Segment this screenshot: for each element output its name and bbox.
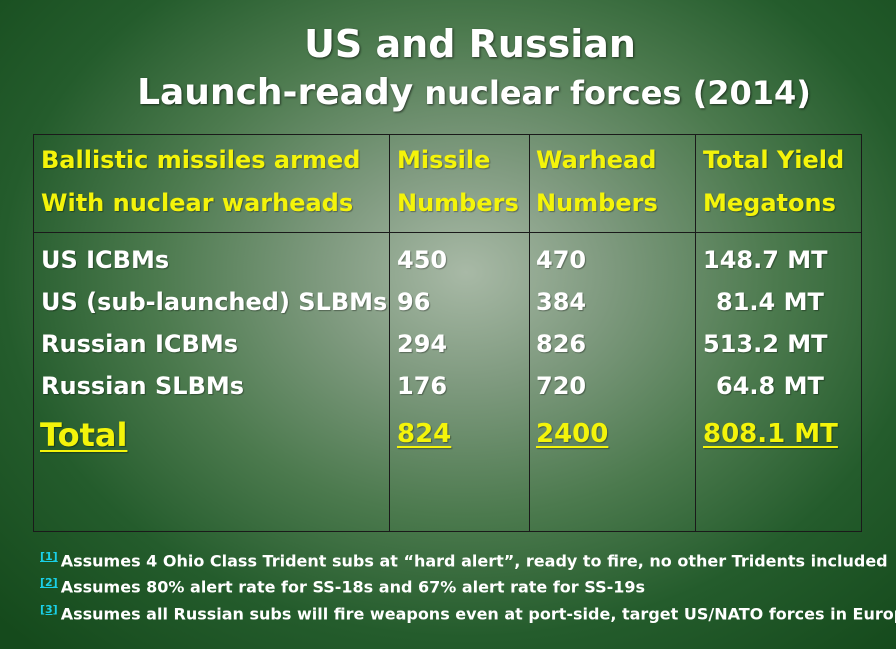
- slide-title-line-1: US and Russian: [304, 22, 636, 66]
- footnote-text: Assumes 80% alert rate for SS-18s and 67…: [60, 577, 646, 597]
- column-divider-3: [695, 135, 696, 531]
- footnote: [2] Assumes 80% alert rate for SS-18s and…: [40, 572, 896, 598]
- table-cell: 826: [536, 330, 587, 358]
- table-row-label: US ICBMs: [41, 246, 170, 274]
- table-row-label: Russian ICBMs: [41, 330, 239, 358]
- table-cell: 81.4 MT: [716, 288, 824, 316]
- forces-table: [33, 134, 862, 532]
- header-line: Total Yield: [703, 146, 845, 174]
- title-rest: nuclear forces (2014): [413, 74, 811, 112]
- footnote-reference-link[interactable]: [2]: [40, 576, 58, 590]
- header-line: Numbers: [536, 189, 658, 217]
- footnote-text: Assumes all Russian subs will fire weapo…: [60, 603, 896, 623]
- table-cell: 148.7 MT: [703, 246, 828, 274]
- total-missiles: 824: [397, 419, 452, 449]
- header-divider: [34, 232, 861, 233]
- footnote-reference-link[interactable]: [1]: [40, 550, 58, 563]
- total-yield-column: 148.7 MT 81.4 MT 513.2 MT 64.8 MT: [703, 239, 828, 407]
- table-cell: 720: [536, 372, 587, 400]
- total-label: Total: [40, 416, 128, 454]
- header-missile-numbers: Missile Numbers: [397, 139, 519, 225]
- table-cell: 470: [536, 246, 587, 274]
- total-warheads: 2400: [536, 419, 609, 449]
- total-yield: 808.1 MT: [703, 419, 838, 449]
- table-cell: 294: [397, 330, 448, 358]
- column-divider-1: [389, 135, 390, 531]
- table-row-label: US (sub-launched) SLBMs: [41, 288, 388, 316]
- header-ballistic-missiles: Ballistic missiles armed With nuclear wa…: [41, 139, 360, 225]
- header-total-yield: Total Yield Megatons: [703, 139, 844, 225]
- table-row-label: Russian SLBMs: [41, 372, 245, 400]
- title-emphasis: Launch-ready: [137, 72, 414, 113]
- header-line: Warhead: [536, 146, 657, 174]
- table-cell: 64.8 MT: [716, 372, 824, 400]
- column-divider-2: [529, 135, 530, 531]
- header-line: Ballistic missiles armed: [41, 146, 361, 174]
- row-labels: US ICBMs US (sub-launched) SLBMs Russian…: [41, 239, 387, 407]
- table-cell: 450: [397, 246, 448, 274]
- slide-title-line-2: Launch-ready nuclear forces (2014): [52, 72, 896, 113]
- table-cell: 176: [397, 372, 448, 400]
- header-line: With nuclear warheads: [41, 189, 354, 217]
- header-line: Missile: [397, 146, 491, 174]
- header-line: Megatons: [703, 189, 836, 217]
- header-warhead-numbers: Warhead Numbers: [536, 139, 658, 225]
- table-cell: 96: [397, 288, 431, 316]
- header-line: Numbers: [397, 189, 519, 217]
- footnote: [3] Assumes all Russian subs will fire we…: [40, 599, 896, 625]
- table-cell: 513.2 MT: [703, 330, 828, 358]
- footnote: [1] Assumes 4 Ohio Class Trident subs at …: [40, 546, 896, 572]
- footnotes: [1] Assumes 4 Ohio Class Trident subs at …: [40, 546, 896, 625]
- footnote-reference-link[interactable]: [3]: [40, 602, 58, 616]
- footnote-text: Assumes 4 Ohio Class Trident subs at “ha…: [60, 551, 888, 571]
- missile-numbers-column: 450 96 294 176: [397, 239, 447, 407]
- table-cell: 384: [536, 288, 587, 316]
- warhead-numbers-column: 470 384 826 720: [536, 239, 586, 407]
